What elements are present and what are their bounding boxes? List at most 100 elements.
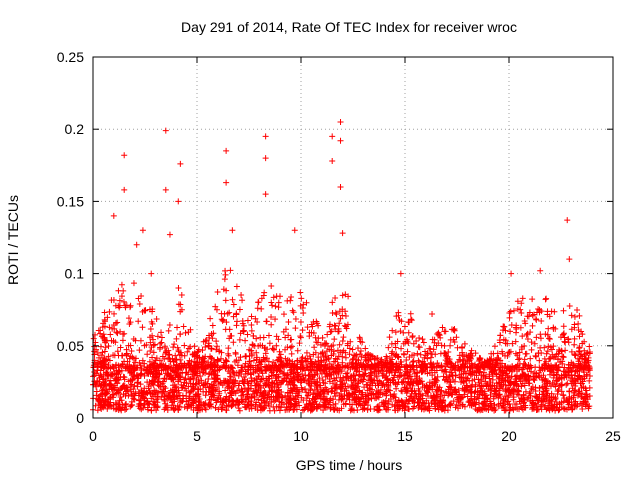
data-point bbox=[190, 396, 197, 403]
peak-point bbox=[262, 155, 269, 162]
data-point bbox=[562, 339, 569, 346]
data-point bbox=[186, 364, 193, 371]
data-point bbox=[279, 370, 286, 377]
peak-point bbox=[110, 212, 117, 219]
data-point bbox=[173, 335, 180, 342]
data-point bbox=[487, 398, 494, 405]
data-point bbox=[252, 315, 259, 322]
data-point bbox=[461, 340, 468, 347]
data-point bbox=[248, 398, 255, 405]
data-point bbox=[124, 363, 131, 370]
data-point bbox=[494, 350, 501, 357]
data-point bbox=[101, 323, 108, 330]
data-point bbox=[233, 322, 240, 329]
data-point bbox=[144, 390, 151, 397]
data-point bbox=[220, 399, 227, 406]
data-point bbox=[512, 324, 519, 331]
data-point bbox=[402, 386, 409, 393]
data-point bbox=[326, 370, 333, 377]
data-point bbox=[285, 400, 292, 407]
data-point bbox=[305, 373, 312, 380]
data-point bbox=[235, 357, 242, 364]
data-point bbox=[467, 372, 474, 379]
data-point bbox=[365, 356, 372, 363]
data-point bbox=[213, 346, 220, 353]
data-point bbox=[112, 320, 119, 327]
data-point bbox=[123, 351, 130, 358]
data-point bbox=[248, 313, 255, 320]
data-point bbox=[157, 361, 164, 368]
data-point bbox=[156, 383, 163, 390]
data-point bbox=[123, 406, 130, 413]
data-point bbox=[403, 396, 410, 403]
data-point bbox=[322, 400, 329, 407]
y-tick-label: 0.15 bbox=[57, 193, 84, 209]
data-point bbox=[123, 346, 130, 353]
data-point bbox=[581, 338, 588, 345]
data-point bbox=[342, 383, 349, 390]
data-point bbox=[129, 371, 136, 378]
data-point bbox=[389, 401, 396, 408]
data-point bbox=[272, 316, 279, 323]
data-point bbox=[571, 389, 578, 396]
data-point bbox=[526, 309, 533, 316]
data-point bbox=[120, 287, 127, 294]
data-point bbox=[188, 402, 195, 409]
data-point bbox=[316, 361, 323, 368]
data-point bbox=[529, 322, 536, 329]
data-point bbox=[541, 344, 548, 351]
data-point bbox=[477, 385, 484, 392]
data-point bbox=[254, 305, 261, 312]
data-point bbox=[132, 359, 139, 366]
data-point bbox=[409, 388, 416, 395]
data-point bbox=[402, 400, 409, 407]
data-point bbox=[422, 364, 429, 371]
data-point bbox=[119, 337, 126, 344]
data-point bbox=[426, 383, 433, 390]
data-point bbox=[536, 373, 543, 380]
data-point bbox=[311, 344, 318, 351]
data-point bbox=[214, 375, 221, 382]
data-point bbox=[454, 359, 461, 366]
data-point bbox=[260, 334, 267, 341]
data-point bbox=[495, 401, 502, 408]
data-point bbox=[571, 324, 578, 331]
data-point bbox=[273, 363, 280, 370]
data-point bbox=[154, 371, 161, 378]
data-point bbox=[556, 375, 563, 382]
data-point bbox=[120, 391, 127, 398]
data-point bbox=[158, 339, 165, 346]
data-point bbox=[287, 396, 294, 403]
data-point bbox=[184, 360, 191, 367]
data-point bbox=[297, 318, 304, 325]
data-point bbox=[481, 395, 488, 402]
data-point bbox=[558, 388, 565, 395]
data-point bbox=[117, 386, 124, 393]
data-point bbox=[442, 377, 449, 384]
data-point bbox=[233, 311, 240, 318]
data-point bbox=[202, 392, 209, 399]
data-point bbox=[447, 336, 454, 343]
data-point bbox=[153, 315, 160, 322]
data-point bbox=[560, 398, 567, 405]
data-point bbox=[147, 334, 154, 341]
data-point bbox=[360, 404, 367, 411]
data-point bbox=[426, 405, 433, 412]
data-point bbox=[529, 312, 536, 319]
data-point bbox=[275, 392, 282, 399]
data-point bbox=[371, 362, 378, 369]
data-point bbox=[187, 401, 194, 408]
data-point bbox=[515, 383, 522, 390]
data-point bbox=[109, 391, 116, 398]
data-point bbox=[368, 376, 375, 383]
data-point bbox=[544, 348, 551, 355]
data-point bbox=[410, 340, 417, 347]
data-point bbox=[427, 359, 434, 366]
data-point bbox=[322, 361, 329, 368]
data-point bbox=[167, 392, 174, 399]
data-point bbox=[98, 401, 105, 408]
data-point bbox=[131, 367, 138, 374]
data-point bbox=[147, 362, 154, 369]
data-point bbox=[218, 310, 225, 317]
data-point bbox=[582, 363, 589, 370]
